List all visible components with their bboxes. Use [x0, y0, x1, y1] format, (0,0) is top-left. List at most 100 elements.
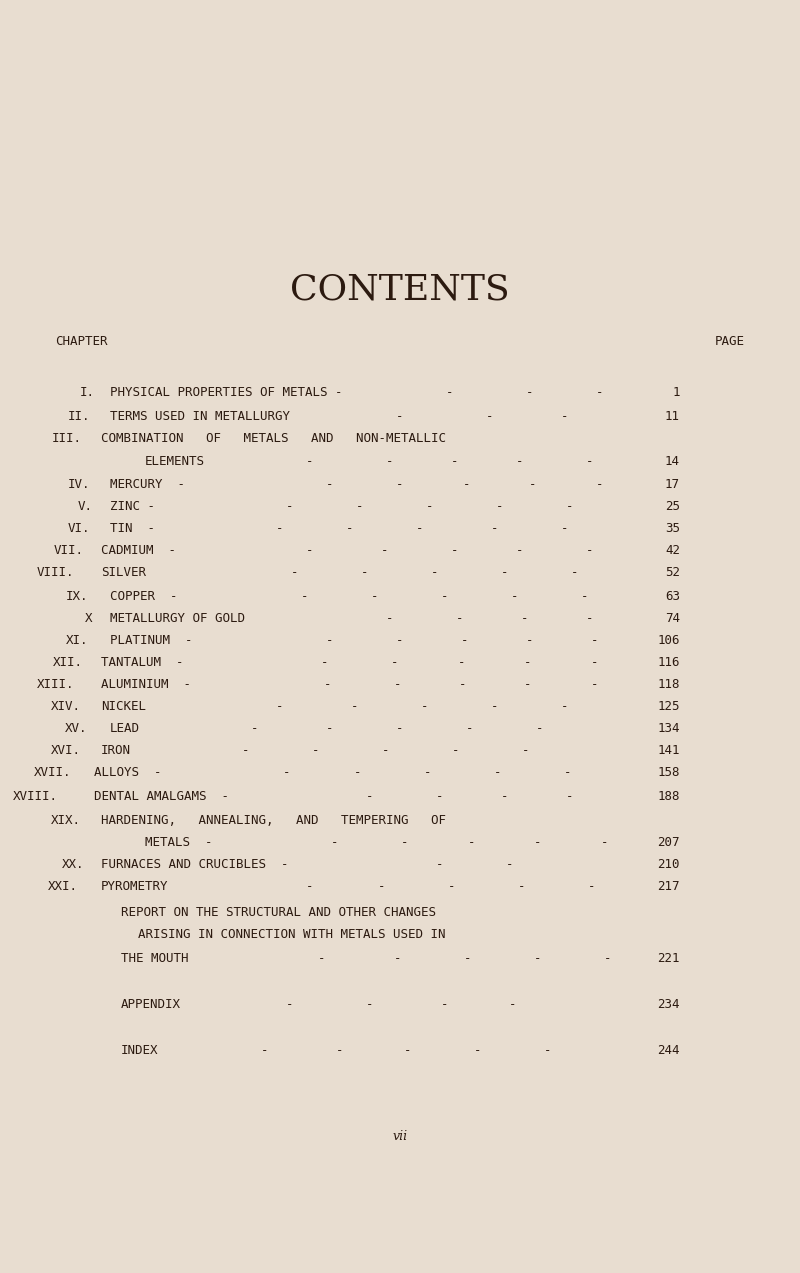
- Text: -: -: [362, 566, 369, 579]
- Text: -: -: [442, 589, 449, 603]
- Text: REPORT ON THE STRUCTURAL AND OTHER CHANGES: REPORT ON THE STRUCTURAL AND OTHER CHANG…: [121, 906, 436, 919]
- Text: 210: 210: [658, 858, 680, 871]
- Text: -: -: [451, 454, 458, 468]
- Text: -: -: [526, 634, 534, 647]
- Text: -: -: [591, 656, 598, 670]
- Text: -: -: [491, 522, 498, 535]
- Text: -: -: [474, 1044, 482, 1057]
- Text: IV.: IV.: [67, 477, 90, 491]
- Text: -: -: [571, 566, 578, 579]
- Text: 11: 11: [665, 410, 680, 423]
- Text: -: -: [468, 836, 476, 849]
- Text: -: -: [306, 880, 314, 892]
- Text: XVIII.: XVIII.: [13, 791, 58, 803]
- Text: THE MOUTH: THE MOUTH: [121, 952, 189, 965]
- Text: -: -: [394, 679, 402, 691]
- Text: -: -: [402, 836, 409, 849]
- Text: -: -: [382, 544, 389, 558]
- Text: -: -: [326, 634, 334, 647]
- Text: -: -: [302, 589, 309, 603]
- Text: 125: 125: [658, 700, 680, 713]
- Text: LEAD: LEAD: [110, 722, 140, 735]
- Text: XV.: XV.: [65, 722, 87, 735]
- Text: -: -: [286, 998, 294, 1011]
- Text: 141: 141: [658, 743, 680, 757]
- Text: TERMS USED IN METALLURGY: TERMS USED IN METALLURGY: [110, 410, 290, 423]
- Text: -: -: [524, 656, 532, 670]
- Text: -: -: [382, 743, 390, 757]
- Text: 106: 106: [658, 634, 680, 647]
- Text: PLATINUM  -: PLATINUM -: [110, 634, 193, 647]
- Text: -: -: [283, 766, 290, 779]
- Text: -: -: [436, 791, 444, 803]
- Text: III.: III.: [52, 432, 82, 446]
- Text: ALLOYS  -: ALLOYS -: [94, 766, 162, 779]
- Text: -: -: [536, 722, 544, 735]
- Text: -: -: [396, 477, 404, 491]
- Text: -: -: [510, 998, 517, 1011]
- Text: -: -: [486, 410, 494, 423]
- Text: -: -: [351, 700, 358, 713]
- Text: -: -: [262, 1044, 269, 1057]
- Text: -: -: [354, 766, 362, 779]
- Text: -: -: [522, 743, 530, 757]
- Text: IRON: IRON: [101, 743, 131, 757]
- Text: CHAPTER: CHAPTER: [55, 335, 107, 348]
- Text: -: -: [516, 544, 524, 558]
- Text: 207: 207: [658, 836, 680, 849]
- Text: 244: 244: [658, 1044, 680, 1057]
- Text: -: -: [424, 766, 432, 779]
- Text: -: -: [511, 589, 518, 603]
- Text: II.: II.: [67, 410, 90, 423]
- Text: ELEMENTS: ELEMENTS: [145, 454, 205, 468]
- Text: CONTENTS: CONTENTS: [290, 272, 510, 306]
- Text: XVI.: XVI.: [51, 743, 81, 757]
- Text: ARISING IN CONNECTION WITH METALS USED IN: ARISING IN CONNECTION WITH METALS USED I…: [138, 928, 446, 941]
- Text: -: -: [458, 656, 466, 670]
- Text: -: -: [462, 634, 469, 647]
- Text: 17: 17: [665, 477, 680, 491]
- Text: -: -: [276, 522, 284, 535]
- Text: -: -: [336, 1044, 344, 1057]
- Text: -: -: [526, 386, 534, 398]
- Text: SILVER: SILVER: [101, 566, 146, 579]
- Text: XIII.: XIII.: [37, 679, 74, 691]
- Text: -: -: [596, 386, 604, 398]
- Text: -: -: [378, 880, 386, 892]
- Text: ALUMINIUM  -: ALUMINIUM -: [101, 679, 191, 691]
- Text: -: -: [446, 386, 454, 398]
- Text: DENTAL AMALGAMS  -: DENTAL AMALGAMS -: [94, 791, 229, 803]
- Text: -: -: [346, 522, 354, 535]
- Text: -: -: [322, 656, 329, 670]
- Text: 14: 14: [665, 454, 680, 468]
- Text: -: -: [396, 634, 404, 647]
- Text: -: -: [306, 454, 314, 468]
- Text: TIN  -: TIN -: [110, 522, 155, 535]
- Text: 188: 188: [658, 791, 680, 803]
- Text: -: -: [562, 522, 569, 535]
- Text: 63: 63: [665, 589, 680, 603]
- Text: 25: 25: [665, 500, 680, 513]
- Text: 1: 1: [673, 386, 680, 398]
- Text: -: -: [506, 858, 514, 871]
- Text: VI.: VI.: [67, 522, 90, 535]
- Text: -: -: [588, 880, 596, 892]
- Text: 52: 52: [665, 566, 680, 579]
- Text: COPPER  -: COPPER -: [110, 589, 178, 603]
- Text: VII.: VII.: [54, 544, 84, 558]
- Text: -: -: [394, 952, 402, 965]
- Text: MERCURY  -: MERCURY -: [110, 477, 185, 491]
- Text: -: -: [312, 743, 320, 757]
- Text: -: -: [530, 477, 537, 491]
- Text: -: -: [518, 880, 526, 892]
- Text: -: -: [306, 544, 314, 558]
- Text: -: -: [463, 477, 470, 491]
- Text: -: -: [326, 477, 334, 491]
- Text: ZINC -: ZINC -: [110, 500, 155, 513]
- Text: XIV.: XIV.: [51, 700, 81, 713]
- Text: I.: I.: [80, 386, 95, 398]
- Text: -: -: [426, 500, 434, 513]
- Text: XX.: XX.: [62, 858, 84, 871]
- Text: IX.: IX.: [66, 589, 88, 603]
- Text: -: -: [456, 612, 464, 625]
